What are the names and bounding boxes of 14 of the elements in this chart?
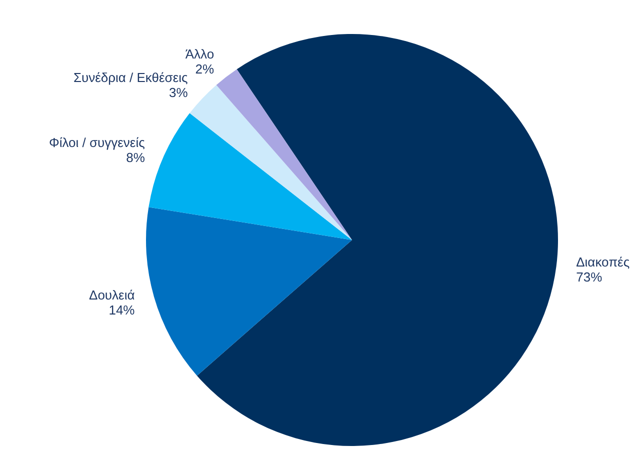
pie-slice xyxy=(148,113,352,240)
slice-label: Διακοπές xyxy=(576,254,630,270)
slice-label: Δουλειά xyxy=(89,288,136,303)
pie-slice xyxy=(190,85,352,240)
data-label: 8% xyxy=(126,150,146,165)
slice-label: Άλλο xyxy=(185,46,214,62)
data-label: 14% xyxy=(108,302,136,318)
data-label: 2% xyxy=(195,61,215,76)
pie-slice xyxy=(146,207,352,376)
data-label: 3% xyxy=(168,85,188,100)
pie-slice xyxy=(216,69,352,240)
slice-label: Φίλοι / συγγενείς xyxy=(48,134,145,150)
data-label: 73% xyxy=(576,269,603,284)
slice-label: Συνέδρια / Εκθέσεις xyxy=(73,70,188,86)
